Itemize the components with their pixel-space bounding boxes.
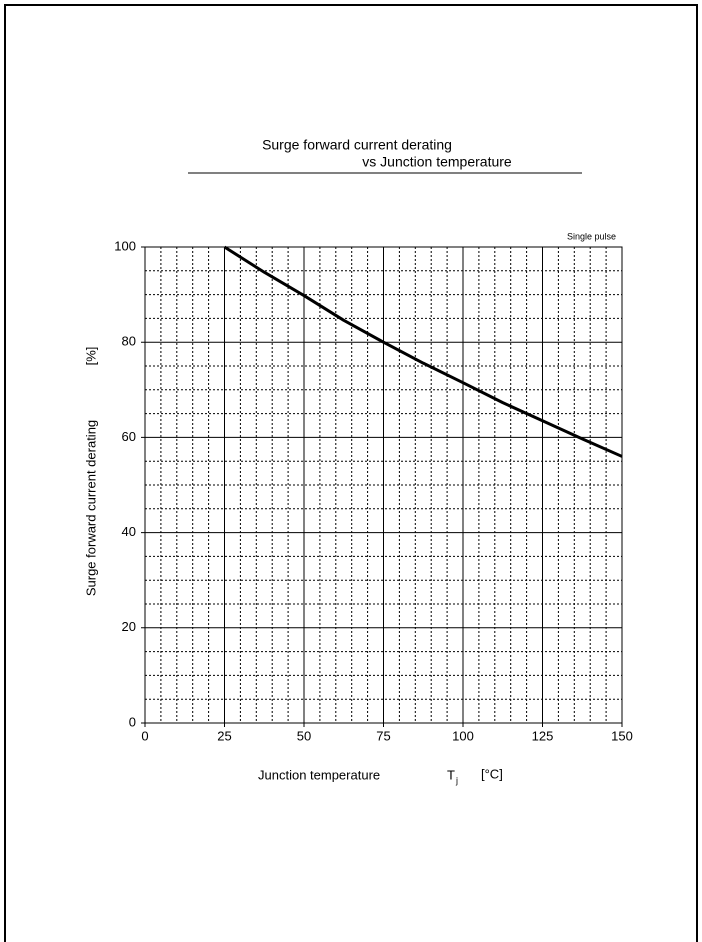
y-tick-label: 20 — [122, 619, 136, 634]
x-tick-label: 25 — [217, 728, 231, 743]
x-tick-label: 100 — [452, 728, 474, 743]
x-axis-label: Junction temperature — [258, 767, 380, 782]
y-axis-label: Surge forward current derating — [83, 420, 98, 596]
x-tick-label: 75 — [376, 728, 390, 743]
y-tick-label: 40 — [122, 524, 136, 539]
x-tick-label: 125 — [532, 728, 554, 743]
y-tick-label: 0 — [129, 714, 136, 729]
y-tick-label: 60 — [122, 429, 136, 444]
x-axis-unit: [°C] — [481, 766, 503, 781]
x-tick-label: 150 — [611, 728, 633, 743]
y-axis-unit: [%] — [83, 347, 98, 366]
x-axis-symbol-sub: j — [455, 775, 458, 785]
annotation: Single pulse — [567, 231, 616, 241]
y-tick-label: 100 — [114, 238, 136, 253]
x-tick-label: 50 — [297, 728, 311, 743]
x-axis-symbol: T — [447, 767, 455, 782]
plot-frame — [144, 246, 623, 724]
y-tick-label: 80 — [122, 334, 136, 349]
data-line — [223, 245, 623, 458]
chart-title: Surge forward current derating — [262, 137, 452, 153]
x-tick-label: 0 — [141, 728, 148, 743]
chart-title: vs Junction temperature — [362, 154, 512, 170]
